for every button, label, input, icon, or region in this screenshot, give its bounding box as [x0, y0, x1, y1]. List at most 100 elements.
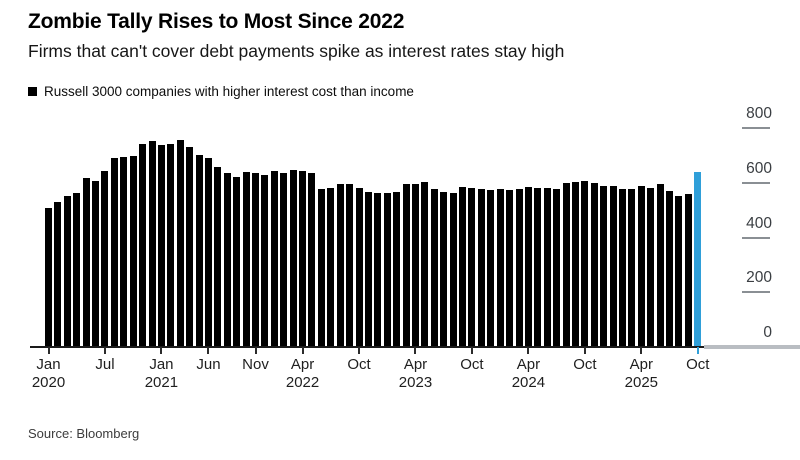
x-axis-tick-label: Jul — [95, 356, 115, 373]
x-axis-tick-label: Apr — [516, 356, 541, 373]
x-axis-tick — [470, 347, 473, 354]
bar — [411, 184, 419, 347]
bar — [581, 180, 589, 347]
x-axis-tick — [207, 347, 210, 354]
legend-swatch-icon — [28, 87, 37, 96]
bar — [487, 190, 495, 347]
x-axis-tick-label: Jun — [196, 356, 221, 373]
bar — [543, 188, 551, 347]
bar — [364, 191, 372, 347]
bar — [308, 173, 316, 347]
x-axis-year-label: 2023 — [398, 374, 433, 391]
bar — [139, 143, 147, 347]
y-axis-tick — [742, 291, 770, 294]
y-axis-tick — [742, 127, 770, 129]
x-axis-tick-label: Apr — [403, 356, 428, 373]
bar — [186, 147, 194, 347]
bar — [223, 173, 231, 347]
bar — [571, 181, 579, 347]
bar — [261, 175, 269, 347]
bar — [534, 187, 542, 347]
bar — [440, 191, 448, 347]
legend: Russell 3000 companies with higher inter… — [28, 84, 414, 99]
bar — [477, 189, 485, 347]
bar — [110, 158, 118, 347]
x-axis-tick-label: Jan — [149, 356, 174, 373]
bar — [252, 173, 260, 347]
bar — [553, 189, 561, 347]
bar — [204, 158, 212, 347]
x-axis-tick — [640, 347, 643, 354]
x-axis-line-extension — [704, 345, 800, 349]
bar — [496, 189, 504, 347]
y-axis-tick — [742, 236, 770, 239]
bar — [45, 207, 52, 347]
x-axis-tick — [301, 347, 304, 354]
x-axis-tick — [414, 347, 417, 354]
bar — [92, 180, 100, 347]
bar — [120, 157, 128, 347]
bar — [195, 155, 203, 347]
bar — [675, 196, 683, 347]
bar — [242, 171, 250, 347]
y-axis-tick-label: 800 — [746, 105, 772, 122]
chart-subtitle: Firms that can't cover debt payments spi… — [28, 41, 565, 61]
bar — [233, 176, 241, 347]
bar — [317, 189, 325, 347]
x-axis-tick-label: Oct — [686, 356, 710, 373]
x-axis-tick-label: Oct — [347, 356, 371, 373]
bar — [449, 192, 457, 347]
bar — [562, 183, 570, 347]
x-axis-tick-label: Oct — [573, 356, 597, 373]
bar — [101, 170, 109, 347]
bar — [280, 172, 288, 347]
bar — [299, 170, 307, 347]
bar — [506, 189, 514, 347]
bar — [666, 190, 674, 347]
bar — [628, 189, 636, 347]
bar — [694, 171, 702, 347]
x-axis-tick-label: Apr — [290, 356, 315, 373]
x-axis-tick — [47, 347, 50, 354]
bar — [637, 186, 645, 347]
bar — [393, 191, 401, 347]
y-axis-tick-label: 0 — [763, 324, 772, 341]
bar — [355, 188, 363, 347]
bar — [590, 182, 598, 347]
page-title: Zombie Tally Rises to Most Since 2022 — [28, 10, 405, 33]
bar — [214, 166, 222, 347]
bar — [647, 188, 655, 347]
y-axis-tick-label: 600 — [746, 159, 772, 177]
bar — [63, 196, 71, 347]
bar — [270, 170, 278, 347]
bar — [609, 185, 617, 347]
bar — [289, 169, 297, 347]
legend-label: Russell 3000 companies with higher inter… — [44, 84, 414, 99]
bar — [619, 188, 626, 347]
bar — [656, 184, 664, 347]
bar — [176, 140, 184, 347]
bar — [524, 186, 532, 347]
bar — [346, 184, 354, 347]
y-axis-tick-label: 400 — [746, 214, 772, 232]
bar — [468, 188, 476, 347]
bar — [167, 144, 175, 347]
bar — [73, 193, 81, 347]
x-axis-tick — [254, 347, 257, 354]
bar — [515, 188, 523, 347]
y-axis-tick — [742, 181, 770, 184]
bar — [129, 155, 137, 347]
bar — [459, 187, 467, 347]
x-axis-tick-label: Jan — [36, 356, 61, 373]
x-axis-year-label: 2025 — [624, 374, 659, 391]
x-axis-tick — [583, 347, 586, 354]
bar — [157, 144, 165, 347]
bar — [383, 192, 391, 347]
x-axis-year-label: 2022 — [285, 374, 320, 391]
x-axis-tick — [696, 347, 699, 354]
x-axis-tick — [358, 347, 361, 354]
x-axis-tick — [103, 347, 106, 354]
x-axis-tick-label: Oct — [460, 356, 484, 373]
